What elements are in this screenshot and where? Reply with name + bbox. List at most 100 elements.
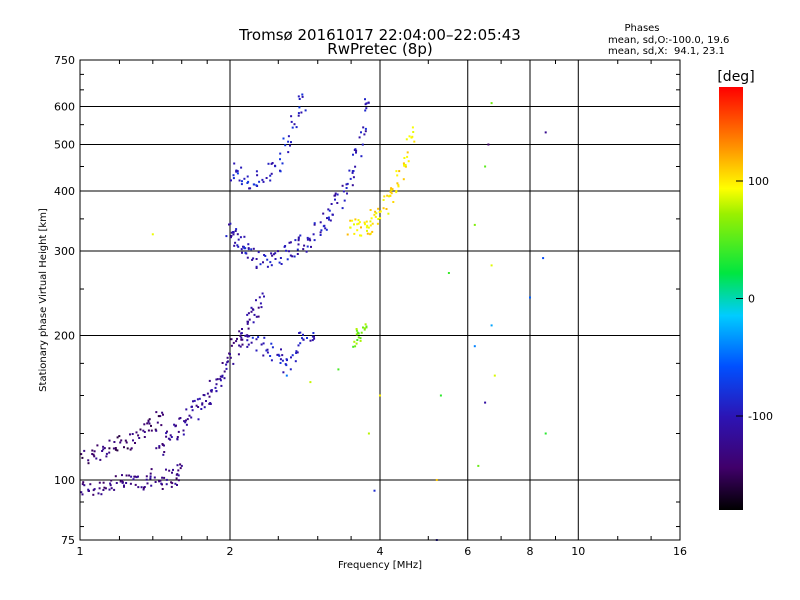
data-point	[289, 144, 291, 147]
data-point	[182, 433, 185, 436]
data-point	[121, 474, 123, 477]
data-point	[529, 296, 531, 299]
data-point	[484, 401, 487, 404]
data-point	[240, 166, 243, 169]
data-point	[274, 258, 277, 260]
data-point	[239, 236, 242, 239]
data-point	[228, 223, 230, 226]
data-point	[266, 348, 269, 351]
data-point	[255, 184, 258, 187]
data-point	[87, 462, 90, 465]
data-point	[105, 455, 108, 458]
data-point	[221, 375, 224, 378]
data-point	[114, 448, 117, 451]
data-point	[245, 334, 248, 337]
data-point	[261, 178, 264, 181]
data-point	[353, 340, 356, 343]
data-point	[232, 174, 235, 177]
data-point	[131, 433, 134, 435]
data-point	[138, 437, 141, 439]
data-point	[235, 170, 238, 173]
data-point	[260, 306, 263, 309]
data-point	[388, 195, 390, 198]
data-point	[196, 398, 199, 401]
data-point	[247, 243, 250, 246]
data-point	[365, 220, 368, 223]
data-point	[246, 320, 249, 323]
data-point	[125, 474, 128, 477]
data-point	[104, 487, 107, 490]
data-point	[301, 95, 304, 98]
data-point	[306, 238, 309, 241]
data-point	[477, 464, 480, 467]
data-point	[95, 457, 98, 460]
data-point	[247, 327, 250, 330]
data-point	[369, 220, 372, 223]
data-point	[357, 219, 360, 222]
data-point	[208, 379, 211, 382]
data-point	[288, 250, 290, 253]
data-point	[262, 180, 265, 183]
data-point	[137, 475, 139, 478]
data-point	[329, 219, 332, 222]
chart-subtitle: RwPretec (8p)	[327, 40, 432, 58]
data-point	[93, 488, 96, 491]
y-tick-label: 400	[54, 185, 75, 198]
data-point	[242, 245, 245, 248]
data-point	[93, 455, 96, 458]
data-point	[202, 394, 205, 396]
data-point	[351, 171, 354, 174]
data-point	[170, 485, 173, 488]
data-point	[130, 475, 133, 478]
data-point	[304, 109, 307, 112]
data-point	[267, 162, 270, 165]
data-point	[319, 234, 322, 236]
data-point	[250, 341, 253, 344]
data-point	[149, 472, 152, 475]
data-point	[297, 112, 300, 115]
data-point	[246, 339, 249, 342]
info-line-x: mean, sd,X: 94.1, 23.1	[608, 46, 725, 57]
data-point	[151, 233, 154, 236]
data-point	[259, 263, 262, 266]
data-point	[284, 144, 287, 147]
data-point	[271, 346, 274, 349]
data-point	[171, 471, 173, 474]
data-point	[121, 479, 124, 482]
data-point	[298, 106, 301, 109]
colorbar-tick-label: 100	[748, 175, 769, 188]
data-point	[177, 474, 180, 477]
data-point	[282, 371, 285, 374]
data-point	[290, 356, 292, 359]
data-point	[185, 419, 187, 422]
data-point	[155, 411, 158, 414]
data-point	[403, 157, 406, 159]
data-point	[359, 339, 362, 342]
data-point	[240, 248, 243, 251]
data-point	[287, 151, 290, 154]
data-point	[175, 473, 178, 476]
data-point	[156, 421, 159, 424]
data-point	[129, 433, 131, 436]
data-point	[349, 219, 352, 222]
data-point	[185, 408, 188, 411]
data-point	[386, 194, 389, 197]
data-point	[251, 336, 254, 339]
data-point	[345, 187, 348, 189]
data-point	[371, 222, 374, 225]
data-point	[252, 257, 255, 260]
data-point	[295, 350, 298, 353]
data-point	[158, 445, 161, 448]
data-point	[363, 221, 366, 224]
data-point	[322, 212, 325, 215]
data-point	[236, 170, 239, 173]
data-point	[383, 195, 386, 198]
data-point	[336, 202, 339, 204]
data-point	[248, 335, 251, 338]
data-point	[328, 209, 331, 212]
data-point	[88, 489, 90, 492]
data-point	[356, 229, 359, 232]
data-point	[365, 107, 368, 110]
data-point	[412, 131, 415, 133]
data-point	[379, 210, 382, 213]
